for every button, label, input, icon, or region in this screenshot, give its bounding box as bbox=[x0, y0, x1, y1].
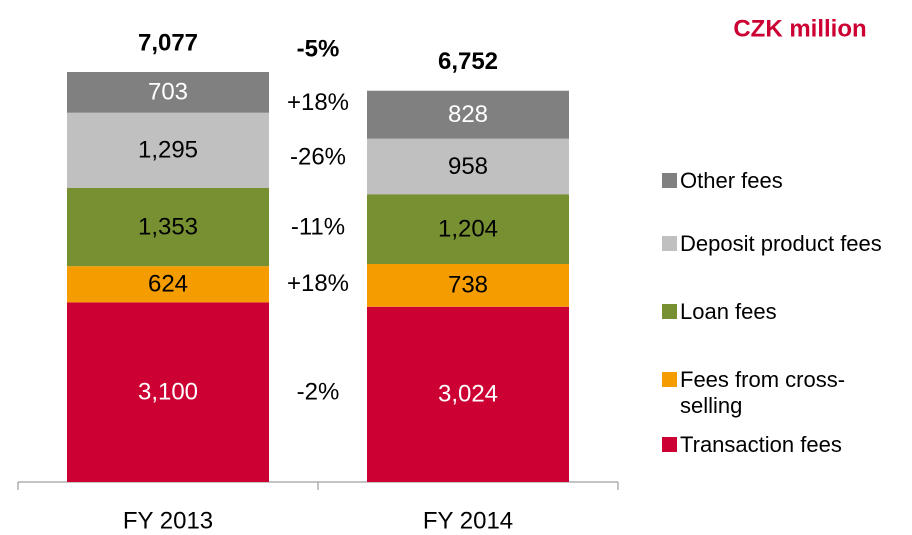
bar-segment bbox=[367, 306, 569, 482]
x-tick-label: FY 2014 bbox=[423, 507, 513, 534]
legend-item: Other fees bbox=[662, 168, 902, 194]
bar-segment bbox=[367, 194, 569, 264]
total-label: 7,077 bbox=[138, 29, 198, 56]
value-label: 703 bbox=[148, 79, 188, 106]
unit-label: CZK million bbox=[733, 15, 866, 42]
legend-label: Fees from cross-selling bbox=[680, 367, 846, 418]
legend-label: Other fees bbox=[680, 168, 783, 193]
legend-swatch bbox=[662, 437, 677, 452]
total-label: 6,752 bbox=[438, 48, 498, 75]
legend-item: Deposit product fees bbox=[662, 231, 902, 257]
change-label: +18% bbox=[287, 270, 349, 297]
legend-swatch bbox=[662, 236, 677, 251]
bar-segment bbox=[67, 72, 269, 113]
legend-item: Fees from cross-selling bbox=[662, 367, 902, 419]
value-label: 828 bbox=[448, 101, 488, 128]
bar-segment bbox=[367, 138, 569, 195]
change-label: -26% bbox=[290, 144, 346, 171]
legend-label: Deposit product fees bbox=[680, 231, 882, 256]
legend-label: Loan fees bbox=[680, 299, 777, 324]
value-label: 958 bbox=[448, 153, 488, 180]
change-label: +18% bbox=[287, 89, 349, 116]
value-label: 3,100 bbox=[138, 379, 198, 406]
change-label: -11% bbox=[291, 213, 345, 240]
bar-segment bbox=[67, 112, 269, 188]
value-label: 624 bbox=[148, 271, 188, 298]
legend-swatch bbox=[662, 173, 677, 188]
bar-segment bbox=[67, 302, 269, 482]
legend-swatch bbox=[662, 304, 677, 319]
total-change: -5% bbox=[297, 35, 340, 62]
x-tick-label: FY 2013 bbox=[123, 507, 213, 534]
change-label: -2% bbox=[297, 379, 340, 406]
legend-item: Transaction fees bbox=[662, 432, 902, 458]
value-label: 1,295 bbox=[138, 137, 198, 164]
value-label: 1,204 bbox=[438, 215, 498, 242]
legend-label: Transaction fees bbox=[680, 432, 842, 457]
legend-swatch bbox=[662, 372, 677, 387]
value-label: 3,024 bbox=[438, 381, 498, 408]
bar-segment bbox=[67, 187, 269, 267]
legend-item: Loan fees bbox=[662, 299, 902, 325]
bar-segment bbox=[367, 263, 569, 307]
value-label: 1,353 bbox=[138, 213, 198, 240]
value-label: 738 bbox=[448, 272, 488, 299]
bar-segment bbox=[367, 90, 569, 139]
bar-segment bbox=[67, 266, 269, 303]
